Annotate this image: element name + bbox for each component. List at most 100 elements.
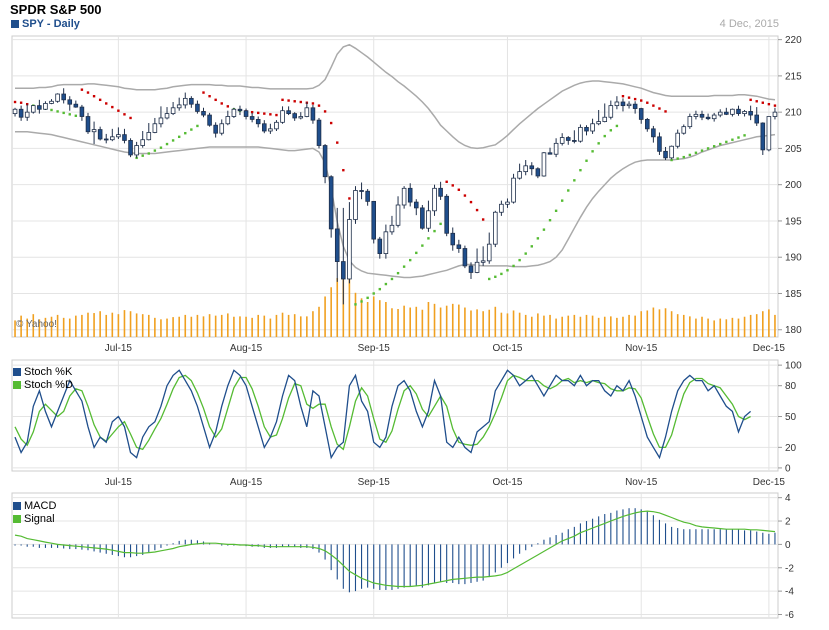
volume-bar	[397, 309, 399, 337]
volume-bar	[549, 314, 551, 337]
sar-dot	[141, 154, 144, 157]
sar-dot	[475, 208, 479, 212]
candle-body	[748, 111, 753, 116]
sar-dot	[378, 287, 382, 291]
candle-body	[772, 111, 778, 117]
candle-body	[61, 93, 66, 101]
volume-bar	[530, 316, 533, 337]
volume-bar	[415, 306, 418, 337]
candle-body	[377, 238, 383, 254]
bollinger-lower-line	[15, 130, 776, 279]
volume-bar	[14, 320, 16, 337]
candle-body	[91, 129, 97, 133]
sar-dot	[250, 110, 254, 114]
sar-dot	[494, 275, 497, 278]
volume-bar	[330, 287, 332, 337]
sar-dot	[755, 100, 758, 103]
sar-dot	[342, 168, 345, 172]
candle-body	[97, 129, 103, 140]
candle-body	[401, 187, 407, 206]
candle-body	[30, 105, 36, 113]
legend-stoch-d: Stoch %D	[13, 379, 73, 391]
price-ytick-label: 180	[785, 325, 802, 336]
candle-body	[608, 105, 614, 118]
price-ytick-label: 195	[785, 216, 802, 227]
candle-body	[103, 138, 109, 141]
volume-bar	[366, 302, 369, 337]
candle-body	[456, 244, 462, 249]
volume-bar	[160, 319, 162, 337]
candle-body	[152, 123, 158, 133]
candle-body	[347, 219, 352, 280]
price-ytick-label: 200	[785, 180, 802, 191]
volume-bar	[196, 314, 199, 337]
stoch-ytick-label: 50	[785, 412, 797, 423]
volume-bar	[111, 312, 114, 337]
volume-bar	[725, 319, 728, 337]
legend-swatch-stoch-k	[13, 368, 21, 376]
volume-bar	[433, 303, 436, 337]
price-frame	[11, 35, 779, 338]
sar-dot	[731, 138, 734, 141]
sar-dot	[390, 277, 394, 281]
candle-body	[559, 137, 565, 144]
candle-body	[164, 113, 170, 119]
sar-dot	[700, 149, 704, 152]
volume-bar	[336, 278, 339, 337]
stoch-xtick-label: Jul-15	[105, 477, 133, 488]
volume-bar	[360, 298, 363, 337]
sar-dot	[427, 237, 430, 240]
sar-dot	[372, 292, 375, 295]
candle-body	[766, 116, 772, 151]
volume-bar	[385, 302, 387, 337]
volume-bar	[354, 292, 357, 337]
candle-body	[754, 114, 760, 124]
volume-bar	[379, 300, 381, 337]
candle-body	[505, 201, 510, 205]
sar-dot	[579, 168, 582, 172]
volume-bar	[597, 317, 600, 337]
sar-dot	[159, 146, 163, 149]
sar-dot	[226, 105, 230, 108]
sar-dot	[117, 109, 120, 112]
volume-bar	[682, 314, 685, 337]
volume-bar	[543, 315, 545, 337]
candle-body	[225, 116, 231, 125]
sar-dot	[56, 110, 59, 113]
legend-swatch-stoch-d	[13, 381, 21, 389]
sar-dot	[481, 218, 485, 221]
sar-dot	[712, 145, 716, 148]
legend-macd: MACD	[13, 500, 56, 512]
volume-bar	[372, 296, 375, 337]
volume-bar	[561, 316, 563, 337]
sar-dot	[554, 209, 558, 212]
sar-dot	[360, 300, 363, 303]
candle-body	[620, 101, 626, 107]
volume-bar	[482, 311, 484, 337]
sar-dot	[633, 97, 637, 101]
volume-bar	[622, 316, 624, 337]
sar-dot	[177, 135, 181, 139]
price-ytick-label: 220	[785, 35, 802, 46]
volume-bar	[56, 314, 59, 337]
candle-body	[724, 111, 729, 115]
legend-label-macd: MACD	[24, 500, 57, 512]
candle-body	[675, 132, 680, 147]
macd-ytick-label: 0	[785, 540, 791, 551]
volume-bar	[324, 296, 326, 337]
volume-bar	[87, 312, 89, 337]
volume-bar	[129, 311, 132, 337]
candle-body	[24, 111, 30, 118]
candle-body	[407, 187, 413, 203]
sar-dot	[329, 121, 333, 125]
volume-bar	[233, 316, 235, 337]
stoch-frame	[11, 359, 779, 472]
candle-body	[657, 136, 662, 152]
candle-body	[341, 261, 346, 280]
volume-bar	[50, 316, 53, 337]
sar-dot	[323, 110, 327, 113]
sar-dot	[13, 100, 17, 104]
volume-bar	[257, 314, 260, 337]
candle-body	[128, 140, 133, 156]
